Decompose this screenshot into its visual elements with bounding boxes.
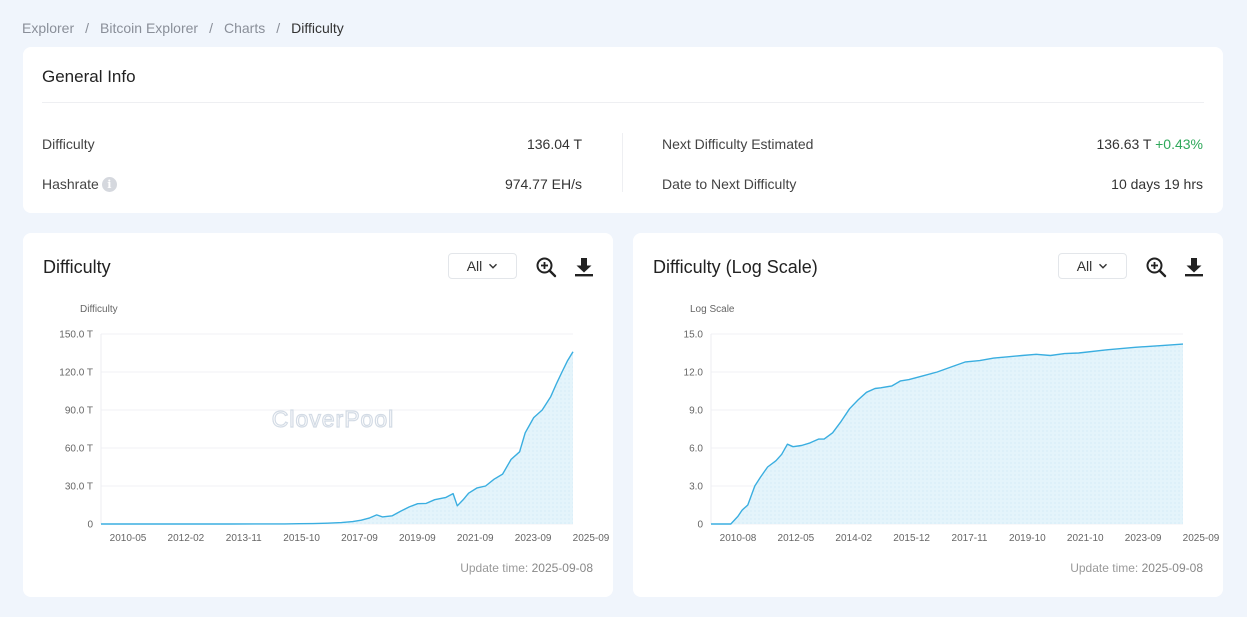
x-tick-label: 2010-05 xyxy=(110,533,147,544)
range-select-value: All xyxy=(466,258,483,274)
hashrate-label: Hashrate xyxy=(42,176,99,192)
breadcrumb: Explorer / Bitcoin Explorer / Charts / D… xyxy=(22,20,344,36)
difficulty-log-chart-card: Difficulty (Log Scale) All Log Scale 0 3.0… xyxy=(633,233,1223,597)
vertical-divider xyxy=(622,133,623,192)
date-to-next-value: 10 days 19 hrs xyxy=(1111,176,1203,192)
x-tick-label: 2019-10 xyxy=(1009,533,1046,544)
x-tick-label: 2021-10 xyxy=(1067,533,1104,544)
x-tick-label: 2014-02 xyxy=(835,533,872,544)
y-tick-label: 3.0 xyxy=(689,482,703,493)
x-tick-label: 2017-11 xyxy=(952,533,988,544)
update-time-value: 2025-09-08 xyxy=(1141,561,1203,575)
y-tick-label: 120.0 T xyxy=(59,368,93,379)
update-time-label: Update time: xyxy=(460,561,529,575)
y-tick-label: 150.0 T xyxy=(59,330,93,341)
difficulty-chart-card: Difficulty All Difficulty 0 30.0 T 60.0 T 90… xyxy=(23,233,613,597)
info-icon[interactable]: i xyxy=(101,176,117,192)
y-tick-label: 90.0 T xyxy=(65,406,93,417)
update-time-label: Update time: xyxy=(1070,561,1139,575)
download-icon[interactable] xyxy=(573,256,595,278)
x-tick-label: 2012-05 xyxy=(778,533,815,544)
next-difficulty-value: 136.63 T xyxy=(1096,136,1152,152)
date-to-next-row: Date to Next Difficulty 10 days 19 hrs xyxy=(662,176,1203,192)
hashrate-label-wrap: Hashrate i xyxy=(42,176,117,192)
difficulty-value: 136.04 T xyxy=(526,136,582,152)
y-tick-label: 15.0 xyxy=(684,330,704,341)
chart-title: Difficulty xyxy=(43,257,111,277)
breadcrumb-separator: / xyxy=(276,20,281,36)
next-difficulty-label: Next Difficulty Estimated xyxy=(662,136,814,152)
breadcrumb-bitcoin-explorer[interactable]: Bitcoin Explorer xyxy=(100,20,199,36)
x-tick-label: 2010-08 xyxy=(720,533,757,544)
difficulty-log-chart: Log Scale 0 3.0 6.0 9.0 12.0 15.0 2010-08 2012-0… xyxy=(684,304,1220,544)
next-difficulty-row: Next Difficulty Estimated 136.63 T +0.43… xyxy=(662,136,1203,152)
zoom-in-icon[interactable] xyxy=(535,256,557,278)
x-tick-label: 2025-09 xyxy=(573,533,610,544)
x-tick-label: 2019-09 xyxy=(399,533,436,544)
update-time-value: 2025-09-08 xyxy=(531,561,593,575)
breadcrumb-explorer[interactable]: Explorer xyxy=(22,20,75,36)
x-tick-label: 2017-09 xyxy=(341,533,378,544)
x-tick-label: 2015-12 xyxy=(893,533,930,544)
y-tick-label: 0 xyxy=(87,520,93,531)
update-time: Update time: 2025-09-08 xyxy=(1070,561,1203,575)
update-time: Update time: 2025-09-08 xyxy=(460,561,593,575)
x-tick-label: 2023-09 xyxy=(515,533,552,544)
chevron-down-icon xyxy=(489,263,498,269)
download-icon[interactable] xyxy=(1183,256,1205,278)
chevron-down-icon xyxy=(1099,263,1108,269)
date-to-next-label: Date to Next Difficulty xyxy=(662,176,797,192)
y-axis-label: Log Scale xyxy=(690,304,735,315)
next-difficulty-change: +0.43% xyxy=(1155,136,1203,152)
general-info-title: General Info xyxy=(42,67,136,86)
breadcrumb-charts[interactable]: Charts xyxy=(223,20,266,36)
y-tick-label: 60.0 T xyxy=(65,444,93,455)
breadcrumb-separator: / xyxy=(209,20,213,36)
range-select[interactable]: All xyxy=(1058,253,1127,279)
hashrate-value: 974.77 EH/s xyxy=(504,176,582,192)
x-tick-label: 2015-10 xyxy=(283,533,320,544)
x-tick-label: 2025-09 xyxy=(1183,533,1220,544)
chart-title: Difficulty (Log Scale) xyxy=(653,257,818,277)
series-area xyxy=(711,344,1183,524)
x-tick-label: 2021-09 xyxy=(457,533,494,544)
range-select-value: All xyxy=(1076,258,1093,274)
range-select[interactable]: All xyxy=(448,253,517,279)
x-tick-label: 2012-02 xyxy=(168,533,205,544)
difficulty-chart: Difficulty 0 30.0 T 60.0 T 90.0 T 120.0 T 150.… xyxy=(59,304,610,544)
series-area xyxy=(101,351,573,524)
y-tick-label: 12.0 xyxy=(684,368,704,379)
y-axis-label: Difficulty xyxy=(80,304,118,315)
series-line xyxy=(711,343,1184,525)
x-tick-label: 2013-11 xyxy=(226,533,262,544)
series-line xyxy=(101,351,574,525)
breadcrumb-current: Difficulty xyxy=(291,20,344,36)
y-tick-label: 9.0 xyxy=(689,406,703,417)
difficulty-label: Difficulty xyxy=(42,136,95,152)
general-info-card: General Info Difficulty 136.04 T Hashrat… xyxy=(23,47,1223,213)
difficulty-row: Difficulty 136.04 T xyxy=(42,136,582,152)
next-difficulty-value-wrap: 136.63 T +0.43% xyxy=(1096,136,1203,152)
hashrate-row: Hashrate i 974.77 EH/s xyxy=(42,176,582,192)
y-tick-label: 30.0 T xyxy=(65,482,93,493)
watermark: CloverPool xyxy=(272,406,395,432)
breadcrumb-separator: / xyxy=(85,20,90,36)
divider xyxy=(42,102,1204,103)
y-tick-label: 6.0 xyxy=(689,444,703,455)
y-tick-label: 0 xyxy=(697,520,703,531)
zoom-in-icon[interactable] xyxy=(1145,256,1167,278)
x-tick-label: 2023-09 xyxy=(1125,533,1162,544)
